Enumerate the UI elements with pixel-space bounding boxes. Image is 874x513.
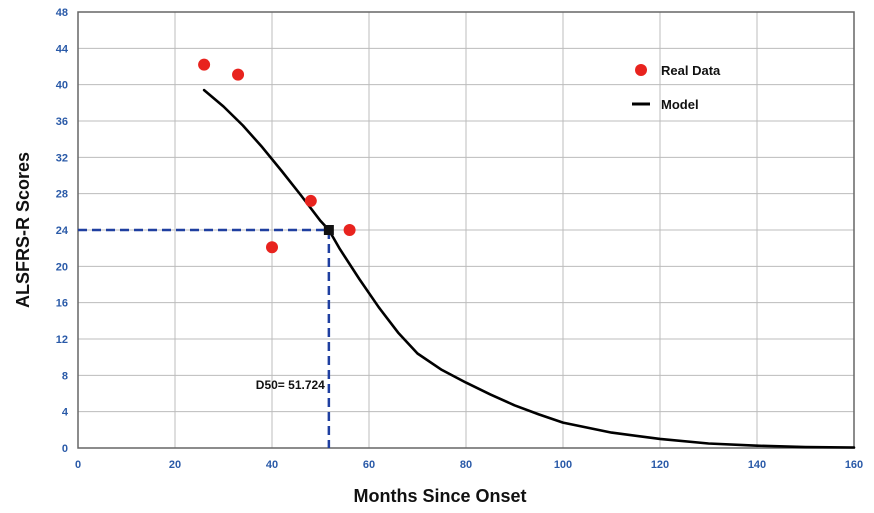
legend: Real Data Model [632, 63, 721, 112]
y-tick-label: 44 [56, 43, 69, 55]
y-tick-label: 40 [56, 80, 68, 92]
x-axis-title: Months Since Onset [353, 486, 526, 506]
y-tick-label: 20 [56, 261, 68, 273]
y-tick-label: 24 [56, 225, 69, 237]
x-tick-label: 120 [651, 459, 669, 471]
legend-label: Model [661, 97, 699, 112]
x-tick-label: 140 [748, 459, 766, 471]
y-axis-title: ALSFRS-R Scores [13, 152, 33, 308]
model-curve [202, 88, 856, 449]
legend-label: Real Data [661, 63, 721, 78]
y-tick-label: 48 [56, 7, 68, 19]
y-tick-label: 28 [56, 189, 68, 201]
real-data-point [232, 68, 245, 81]
x-tick-label: 80 [460, 459, 472, 471]
x-tick-label: 100 [554, 459, 572, 471]
d50-label: D50= 51.724 [256, 378, 325, 392]
x-tick-label: 60 [363, 459, 375, 471]
d50-marker [323, 225, 334, 235]
series-group [198, 58, 856, 449]
real-data-point [304, 194, 317, 207]
x-tick-label: 0 [75, 459, 81, 471]
x-tick-label: 40 [266, 459, 278, 471]
x-tick-label: 20 [169, 459, 181, 471]
legend-marker-real-data [635, 64, 647, 76]
y-tick-label: 12 [56, 334, 68, 346]
x-tick-label: 160 [845, 459, 863, 471]
y-tick-label: 16 [56, 298, 68, 310]
real-data-point [266, 241, 278, 254]
y-tick-label: 8 [62, 370, 68, 382]
x-tick-labels: 0 20 40 60 80 100 120 140 160 [75, 459, 863, 471]
y-tick-label: 0 [62, 443, 68, 455]
real-data-point [343, 224, 356, 236]
d50-annotation: D50= 51.724 [78, 228, 331, 448]
y-tick-label: 4 [62, 407, 69, 419]
real-data-point [198, 58, 211, 71]
y-tick-label: 32 [56, 152, 68, 164]
y-tick-label: 36 [56, 116, 68, 128]
